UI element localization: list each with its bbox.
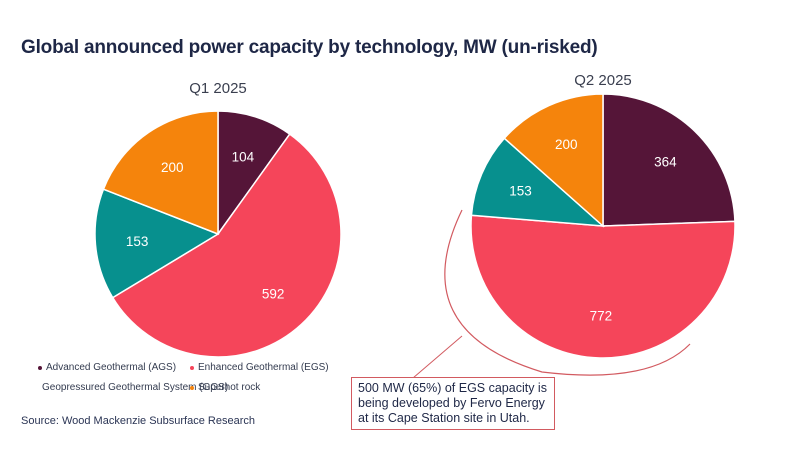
pie-title-q2-2025: Q2 2025 <box>574 72 632 89</box>
pie-slice-ags-q2-2025 <box>602 93 736 227</box>
pie-q2-2025: Q2 2025 364 772 153 200 <box>470 72 736 359</box>
legend-item-egs: Enhanced Geothermal (EGS) <box>190 362 360 373</box>
legend-swatch-egs <box>190 365 194 370</box>
pie-slice-egs-q1-2025 <box>111 133 342 358</box>
data-label-ggs-q2-2025: 153 <box>509 184 532 199</box>
legend-swatch-ags <box>38 365 42 370</box>
source-note: Source: Wood Mackenzie Subsurface Resear… <box>21 415 255 427</box>
pie-q1-2025: Q1 2025 104 592 153 200 <box>94 80 342 358</box>
data-label-ags-q1-2025: 104 <box>232 150 255 165</box>
legend-item-ggs: Geopressured Geothermal System (GGS) <box>38 382 228 393</box>
legend-item-ags: Advanced Geothermal (AGS) <box>38 362 190 373</box>
data-label-ags-q2-2025: 364 <box>654 154 677 169</box>
data-label-egs-q1-2025: 592 <box>262 287 285 302</box>
legend-label-superhot: Superhot rock <box>198 382 261 393</box>
legend-label-ags: Advanced Geothermal (AGS) <box>46 362 177 373</box>
pie-slice-ggs-q1-2025 <box>94 188 220 299</box>
legend-item-superhot: Superhot rock <box>190 382 360 393</box>
legend-label-egs: Enhanced Geothermal (EGS) <box>198 362 329 373</box>
pie-slice-egs-q2-2025 <box>470 214 736 359</box>
pie-slice-ggs-q2-2025 <box>470 137 606 227</box>
egs-bracket <box>444 209 691 376</box>
annotation-leader <box>412 335 463 379</box>
data-label-ggs-q1-2025: 153 <box>126 234 149 249</box>
legend-swatch-superhot <box>190 385 194 390</box>
data-label-superhot-q1-2025: 200 <box>161 160 184 175</box>
data-label-egs-q2-2025: 772 <box>590 309 613 324</box>
pie-slice-ags-q1-2025 <box>217 110 291 237</box>
pie-slice-superhot-q2-2025 <box>503 93 604 228</box>
legend-label-ggs: Geopressured Geothermal System (GGS) <box>42 382 229 393</box>
legend: Advanced Geothermal (AGS) Enhanced Geoth… <box>38 362 368 393</box>
pie-slice-superhot-q1-2025 <box>102 110 219 236</box>
chart-title: Global announced power capacity by techn… <box>21 37 598 58</box>
egs-annotation-box: 500 MW (65%) of EGS capacity is being de… <box>351 377 555 430</box>
pie-title-q1-2025: Q1 2025 <box>189 80 247 97</box>
data-label-superhot-q2-2025: 200 <box>555 137 578 152</box>
